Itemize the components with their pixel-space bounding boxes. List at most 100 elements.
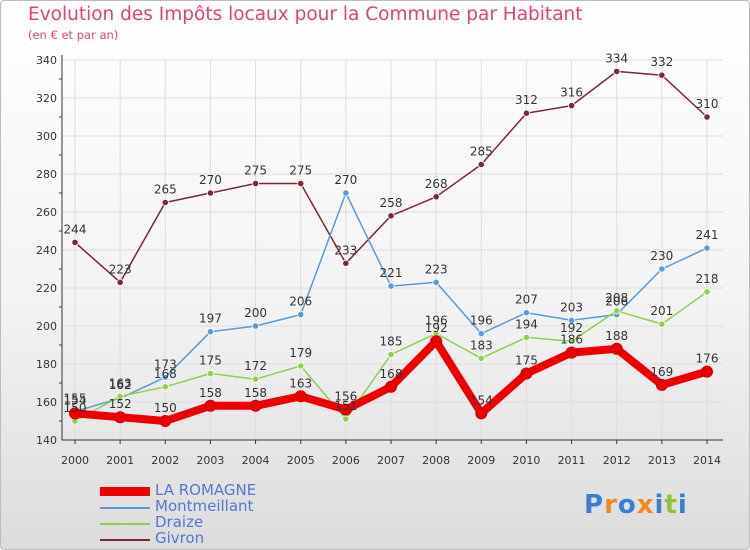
x-tick-label: 2007: [377, 454, 405, 467]
data-point-la-romagne: [475, 407, 488, 420]
x-tick-label: 2003: [196, 454, 224, 467]
data-point-la-romagne: [430, 335, 443, 348]
data-label-draize: 175: [199, 354, 222, 368]
x-tick-label: 2013: [648, 454, 676, 467]
data-label-givron: 223: [109, 262, 132, 276]
data-label-la-romagne: 152: [109, 397, 132, 411]
chart-subtitle: (en € et par an): [28, 28, 119, 42]
x-tick-label: 2011: [558, 454, 586, 467]
x-tick-label: 2009: [467, 454, 495, 467]
data-point-givron: [522, 109, 531, 117]
y-tick-label: 280: [36, 168, 57, 181]
logo-letter: i: [654, 490, 665, 520]
data-point-givron: [206, 189, 215, 197]
data-point-la-romagne: [655, 378, 668, 391]
x-tick-label: 2002: [151, 454, 179, 467]
data-label-draize: 194: [515, 317, 538, 331]
data-point-draize: [342, 415, 350, 423]
y-tick-label: 140: [36, 434, 57, 447]
data-point-la-romagne: [204, 399, 217, 412]
data-label-la-romagne: 158: [199, 386, 222, 400]
data-point-la-romagne: [69, 407, 81, 420]
legend-swatch-montmeillant: [100, 507, 150, 509]
data-point-la-romagne: [294, 390, 307, 403]
data-point-montmeillant: [658, 265, 666, 273]
data-point-montmeillant: [342, 189, 350, 197]
data-label-la-romagne: 176: [696, 352, 719, 366]
data-point-montmeillant: [387, 282, 395, 290]
x-tick-label: 2000: [61, 454, 89, 467]
logo-letter: r: [604, 490, 618, 520]
logo-letter: P: [584, 490, 605, 520]
data-point-montmeillant: [206, 328, 215, 336]
data-label-draize: 150: [64, 401, 87, 415]
data-point-montmeillant: [161, 373, 169, 381]
data-point-draize: [251, 375, 260, 383]
data-label-draize: 196: [425, 314, 448, 328]
data-label-draize: 208: [605, 291, 628, 305]
data-label-draize: 218: [696, 272, 719, 286]
data-point-draize: [703, 288, 711, 296]
y-tick-label: 220: [36, 282, 57, 295]
data-point-draize: [161, 383, 169, 391]
x-tick-label: 2010: [512, 454, 540, 467]
data-label-givron: 312: [515, 93, 538, 107]
logo-letter: o: [617, 490, 637, 520]
y-tick-label: 320: [36, 92, 57, 105]
data-label-la-romagne: 163: [289, 376, 312, 390]
data-point-montmeillant: [567, 316, 576, 324]
data-point-givron: [658, 71, 666, 79]
data-point-givron: [161, 198, 169, 207]
data-point-draize: [297, 362, 305, 370]
data-point-givron: [613, 67, 621, 76]
legend-label-draize: Draize: [155, 513, 204, 531]
data-point-la-romagne: [385, 380, 397, 393]
data-point-la-romagne: [339, 403, 352, 416]
y-tick-label: 260: [36, 206, 57, 219]
data-point-montmeillant: [703, 244, 711, 252]
y-tick-label: 340: [36, 54, 57, 67]
legend-item-draize: Draize: [100, 513, 340, 532]
legend-swatch-draize: [100, 523, 150, 525]
y-tick-label: 180: [36, 358, 57, 371]
data-point-givron: [297, 179, 305, 188]
legend-swatch-la-romagne: [100, 487, 150, 496]
y-tick-label: 160: [36, 396, 57, 409]
data-point-la-romagne: [701, 365, 713, 378]
data-point-givron: [387, 212, 395, 220]
data-point-la-romagne: [520, 367, 533, 380]
data-label-la-romagne: 154: [470, 393, 493, 407]
data-label-draize: 201: [650, 304, 673, 318]
legend-label-montmeillant: Montmeillant: [155, 497, 254, 515]
data-label-givron: 275: [244, 164, 267, 178]
data-point-draize: [567, 337, 576, 345]
data-point-draize: [477, 354, 485, 362]
x-tick-label: 2001: [106, 454, 134, 467]
data-point-givron: [703, 113, 711, 121]
data-label-montmeillant: 203: [560, 300, 583, 314]
legend-label-la-romagne: LA ROMAGNE: [155, 481, 257, 499]
data-point-montmeillant: [251, 322, 260, 330]
data-point-givron: [477, 160, 485, 169]
data-label-givron: 233: [334, 243, 357, 257]
data-label-givron: 265: [154, 183, 177, 197]
data-point-montmeillant: [297, 310, 305, 319]
data-label-draize: 183: [470, 338, 493, 352]
data-label-la-romagne: 175: [515, 354, 538, 368]
data-label-givron: 285: [470, 145, 493, 159]
logo-letter: t: [664, 490, 678, 520]
data-label-la-romagne: 188: [605, 329, 628, 343]
data-label-draize: 151: [334, 399, 357, 413]
data-point-givron: [71, 238, 79, 246]
logo-letter: x: [636, 490, 655, 520]
data-label-montmeillant: 221: [380, 266, 403, 280]
y-tick-label: 300: [36, 130, 57, 143]
data-label-la-romagne: 168: [380, 367, 403, 381]
legend-swatch-givron: [100, 539, 150, 541]
data-label-draize: 185: [380, 335, 403, 349]
data-point-draize: [522, 333, 531, 341]
data-label-givron: 332: [650, 55, 673, 69]
data-label-givron: 258: [380, 196, 403, 210]
data-point-draize: [116, 392, 124, 400]
data-point-draize: [613, 307, 621, 315]
